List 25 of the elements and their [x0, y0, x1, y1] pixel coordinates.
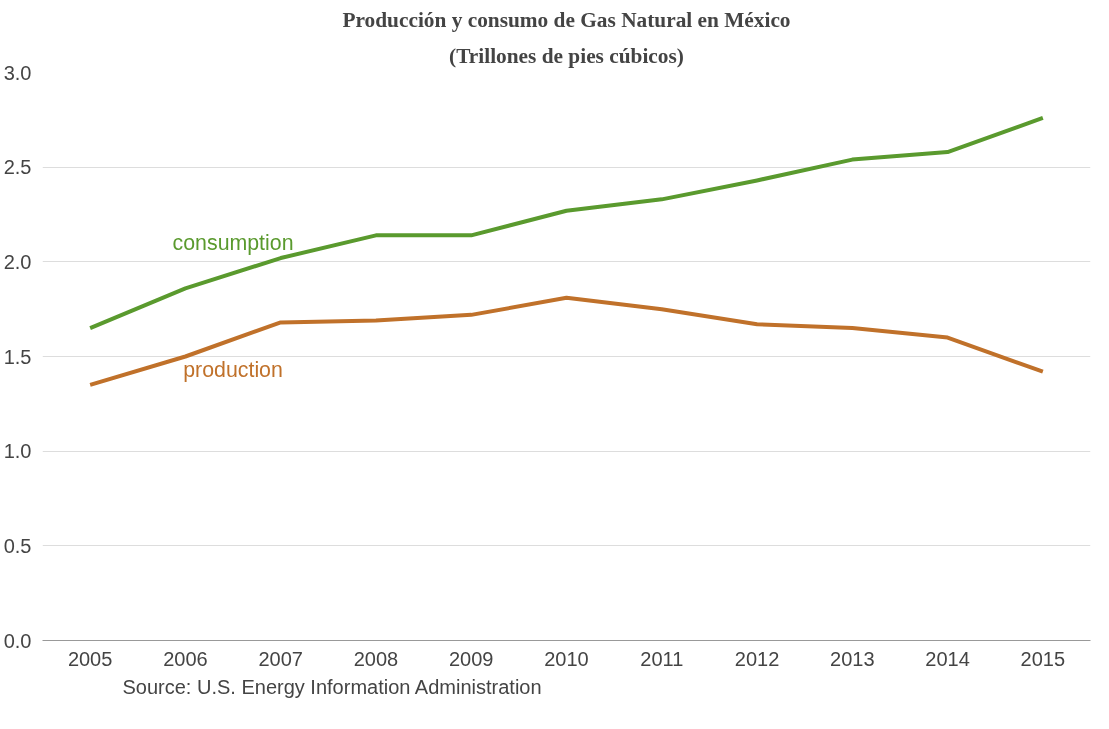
- y-tick-label: 1.5: [3, 345, 32, 368]
- y-tick-label: 0.0: [3, 629, 32, 652]
- x-tick-label: 2009: [448, 647, 494, 670]
- x-tick-label: 2011: [640, 647, 684, 670]
- y-tick-label: 2.5: [3, 156, 32, 179]
- y-tick-label: 1.0: [3, 440, 32, 463]
- x-tick-label: 2014: [925, 647, 970, 670]
- x-tick-label: 2005: [67, 647, 113, 670]
- x-tick-label: 2008: [353, 647, 399, 670]
- line-series: [88, 295, 1045, 387]
- series-label: production: [183, 357, 283, 382]
- chart-title: Producción y consumo de Gas Natural en México: [342, 7, 791, 32]
- y-tick-label: 3.0: [3, 61, 32, 84]
- x-tick-label: 2007: [258, 647, 303, 670]
- chart-subtitle: (Trillones de pies cúbicos): [449, 43, 684, 68]
- x-tick-label: 2010: [544, 647, 589, 670]
- series-label: consumption: [172, 230, 294, 255]
- line-series: [88, 115, 1045, 331]
- x-tick-label: 2012: [734, 647, 780, 670]
- x-tick-label: 2015: [1020, 647, 1066, 670]
- y-tick-label: 2.0: [3, 250, 32, 273]
- x-tick-label: 2013: [830, 647, 875, 670]
- x-tick-label: 2006: [163, 647, 208, 670]
- source-note: Source: U.S. Energy Information Administration: [122, 675, 542, 698]
- y-tick-label: 0.5: [3, 534, 32, 557]
